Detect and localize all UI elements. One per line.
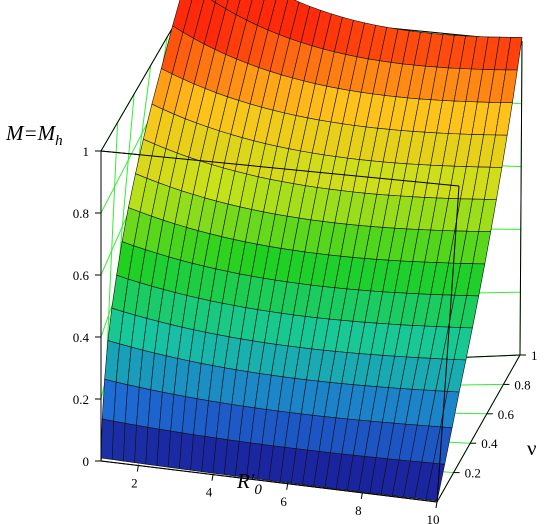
- y-tick-label: 0.8: [514, 377, 530, 392]
- box-edge: [100, 7, 185, 152]
- front-lines: [95, 150, 526, 509]
- box-edge-front: [100, 460, 438, 503]
- x-tick-mark: [136, 465, 139, 472]
- y-tick-label: 0.4: [481, 436, 498, 451]
- surface-patch: [425, 462, 446, 502]
- y-tick-label: 0.2: [465, 466, 481, 481]
- x-tick-mark: [286, 483, 289, 490]
- z-tick-label: 0.8: [73, 206, 89, 221]
- y-axis-title: ν: [527, 436, 537, 460]
- x-tick-label: 4: [206, 485, 213, 500]
- box-edge-front: [436, 185, 460, 503]
- z-tick-label: 0: [83, 454, 90, 469]
- surface: [100, 0, 523, 502]
- x-tick-label: 2: [131, 476, 138, 491]
- x-axis-title: R′0: [236, 469, 262, 498]
- box-edge-front: [100, 150, 460, 187]
- y-tick-label: 1: [531, 348, 538, 363]
- box-edge: [436, 354, 521, 503]
- box-edge: [519, 40, 523, 356]
- surface-patch: [123, 422, 137, 463]
- x-tick-mark: [435, 501, 438, 509]
- x-tick-label: 6: [280, 494, 287, 509]
- x-tick-mark: [211, 474, 214, 481]
- x-tick-label: 10: [427, 512, 440, 524]
- surface-patch: [100, 418, 115, 460]
- surface-patch: [111, 420, 126, 462]
- x-tick-mark: [360, 492, 363, 499]
- z-tick-label: 0.2: [73, 392, 89, 407]
- z-axis-title: M=Mh: [5, 121, 63, 149]
- y-tick-label: 0.6: [498, 407, 515, 422]
- z-tick-label: 0.4: [73, 330, 90, 345]
- x-tick-label: 8: [355, 503, 362, 518]
- z-tick-label: 0.6: [73, 268, 90, 283]
- z-tick-label: 1: [83, 144, 90, 159]
